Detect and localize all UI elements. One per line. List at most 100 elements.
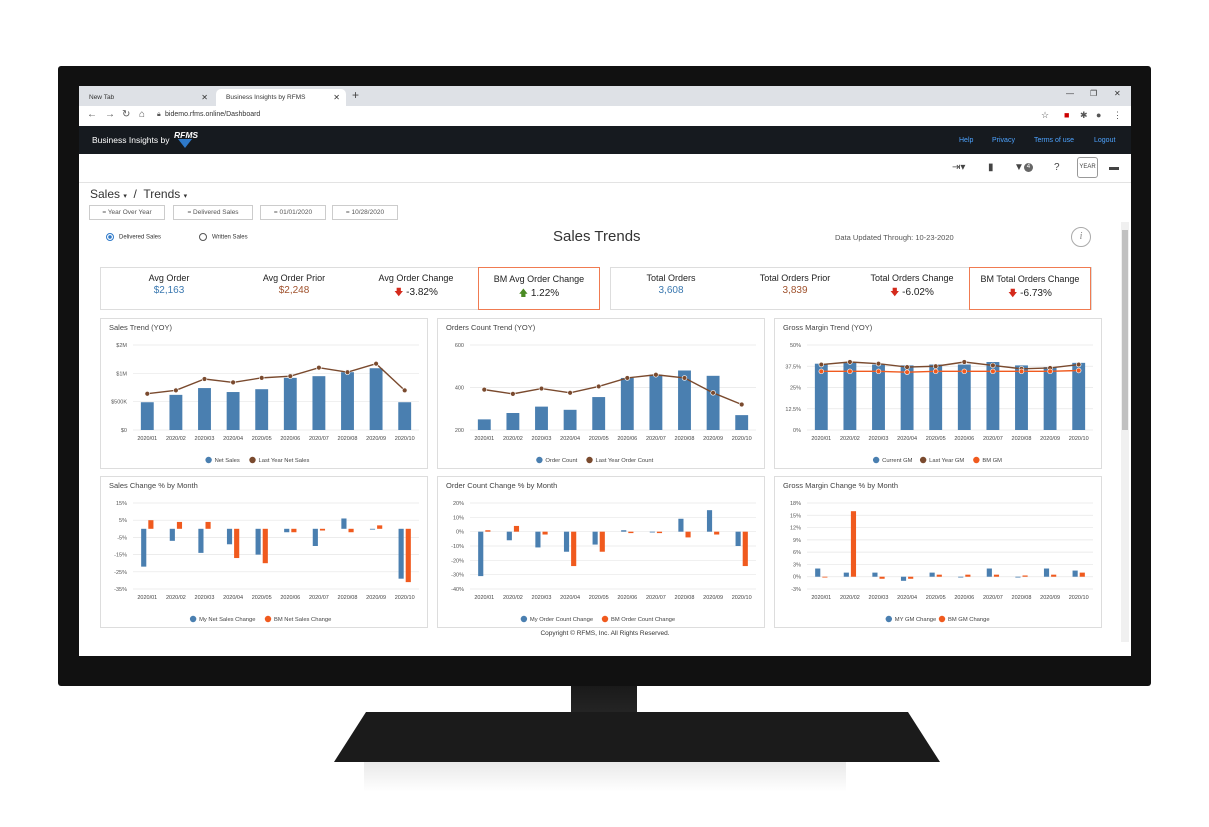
bar-net-sales [369, 368, 383, 430]
extension-icon[interactable]: ■ [1064, 110, 1070, 120]
folder-icon[interactable]: ▬ [1109, 162, 1119, 173]
line-point [144, 391, 150, 397]
filter-icon[interactable]: ▼ 4 [1014, 162, 1033, 173]
line-point [710, 390, 716, 396]
filter-chip-start-date[interactable]: = 01/01/2020 [260, 205, 326, 220]
bar-bm-gm-change [936, 574, 942, 577]
bar-my-net-sales-change [312, 528, 318, 546]
legend-label: Last Year GM [929, 458, 964, 464]
close-icon[interactable]: ✕ [201, 93, 208, 102]
menu-icon[interactable]: ⋮ [1113, 110, 1122, 120]
bar-my-gm-change [872, 572, 878, 577]
bar-order-count [477, 419, 491, 430]
bar-bm-order-count-change [513, 525, 520, 532]
y-tick-label: -40% [451, 587, 464, 593]
chart-sales-trend: Sales Trend (YOY) $2M $1M $500K $0 2020/01 202… [100, 318, 428, 469]
radio-delivered-sales[interactable]: Delivered Sales [106, 233, 161, 241]
chart-gross-margin-trend: Gross Margin Trend (YOY) 50% 37.5% 25% 12.5%… [774, 318, 1102, 469]
bar-my-order-count-change [592, 531, 598, 545]
url-input[interactable]: bidemo.rfms.online/Dashboard [165, 111, 261, 118]
tab-new-tab[interactable]: New Tab ✕ [79, 89, 214, 106]
app-header: Business Insights by RFMS Help Privacy T… [79, 126, 1131, 154]
bar-bm-net-sales-change [348, 528, 354, 533]
filter-chip-end-date[interactable]: = 10/28/2020 [332, 205, 398, 220]
legend-marker [938, 615, 946, 623]
line-point [818, 361, 824, 368]
scrollbar[interactable] [1121, 222, 1129, 642]
radio-written-sales[interactable]: Written Sales [199, 233, 248, 241]
y-tick-label: 10% [453, 515, 464, 521]
line-point [567, 390, 573, 396]
forward-icon[interactable]: → [105, 109, 115, 120]
line-point [344, 369, 351, 375]
legend-label: Last Year Net Sales [259, 458, 310, 464]
bar-bm-order-count-change [685, 531, 691, 538]
x-tick-label: 2020/01 [474, 436, 494, 442]
y-tick-label: 6% [793, 550, 801, 556]
x-tick-label: 2020/07 [309, 436, 329, 442]
chart-title: Gross Margin Trend (YOY) [783, 323, 873, 332]
y-tick-label: 400 [455, 386, 464, 392]
x-tick-label: 2020/02 [166, 436, 186, 442]
chart-title: Sales Change % by Month [109, 481, 198, 490]
bar-current-gm [1043, 367, 1057, 430]
logout-link[interactable]: Logout [1094, 137, 1116, 144]
close-icon[interactable]: ✕ [333, 93, 340, 102]
brand-text: Business Insights by [92, 135, 170, 145]
bar-bm-net-sales-change [262, 528, 268, 564]
breadcrumb-trends[interactable]: Trends [143, 187, 181, 201]
restore-icon[interactable]: ❐ [1090, 89, 1098, 98]
privacy-link[interactable]: Privacy [992, 137, 1015, 144]
bar-my-gm-change [929, 572, 935, 577]
kpi-group-totals [610, 267, 1092, 310]
lock-icon: 🔒︎ [157, 111, 161, 118]
help-circle-icon[interactable]: ? [1054, 162, 1060, 173]
puzzle-icon[interactable]: ✱ [1080, 110, 1088, 120]
home-icon[interactable]: ⌂ [139, 109, 146, 120]
legend-marker [520, 615, 528, 623]
close-window-icon[interactable]: ✕ [1114, 89, 1121, 98]
breadcrumb-sales[interactable]: Sales [90, 187, 121, 201]
terms-link[interactable]: Terms of use [1034, 137, 1075, 144]
filter-chip-year[interactable]: = Year Over Year [89, 205, 165, 220]
bar-current-gm [1015, 365, 1028, 430]
chart-title: Order Count Change % by Month [446, 481, 558, 490]
year-history-button[interactable]: YEAR [1077, 157, 1098, 178]
info-icon[interactable]: i [1071, 227, 1091, 247]
x-tick-label: 2020/04 [560, 436, 580, 442]
y-tick-label: 3% [793, 562, 801, 568]
bar-order-count [506, 413, 520, 430]
minimize-icon[interactable]: — [1066, 89, 1074, 98]
bar-my-gm-change [958, 576, 964, 578]
x-tick-label: 2020/09 [366, 436, 386, 442]
legend-marker [885, 615, 892, 623]
y-tick-label: -30% [451, 573, 464, 579]
line-point [316, 364, 322, 371]
legend-marker [601, 615, 609, 623]
tab-business-insights[interactable]: Business Insights by RFMS ✕ [216, 89, 346, 106]
star-icon[interactable]: ☆ [1041, 110, 1050, 120]
x-tick-label: 2020/06 [617, 595, 637, 601]
x-tick-label: 2020/03 [869, 595, 889, 601]
chart-sales-change: Sales Change % by Month 15% 5% -5% -15% -25% -… [100, 476, 428, 628]
bar-order-count [649, 374, 663, 430]
export-icon[interactable]: ⇥▾ [952, 162, 966, 173]
bar-bm-gm-change [908, 576, 914, 579]
bar-my-gm-change [986, 568, 992, 577]
back-icon[interactable]: ← [87, 109, 97, 120]
bar-my-order-count-change [506, 531, 512, 541]
bar-net-sales [226, 392, 240, 430]
profile-icon[interactable]: ● [1096, 110, 1102, 120]
line-point [230, 379, 236, 386]
filter-chip-delivered[interactable]: = Delivered Sales [173, 205, 253, 220]
bar-bm-net-sales-change [291, 528, 297, 533]
y-tick-label: -20% [451, 558, 464, 564]
bookmark-icon[interactable]: ▮ [988, 162, 994, 173]
help-link[interactable]: Help [959, 137, 974, 144]
line-point [596, 383, 602, 390]
reload-icon[interactable]: ↻ [122, 109, 131, 120]
kpi-avg-order: Avg Order $2,163 [148, 273, 190, 296]
new-tab-plus-icon[interactable]: + [352, 88, 360, 102]
line-point [1076, 361, 1082, 368]
x-tick-label: 2020/07 [983, 595, 1003, 601]
